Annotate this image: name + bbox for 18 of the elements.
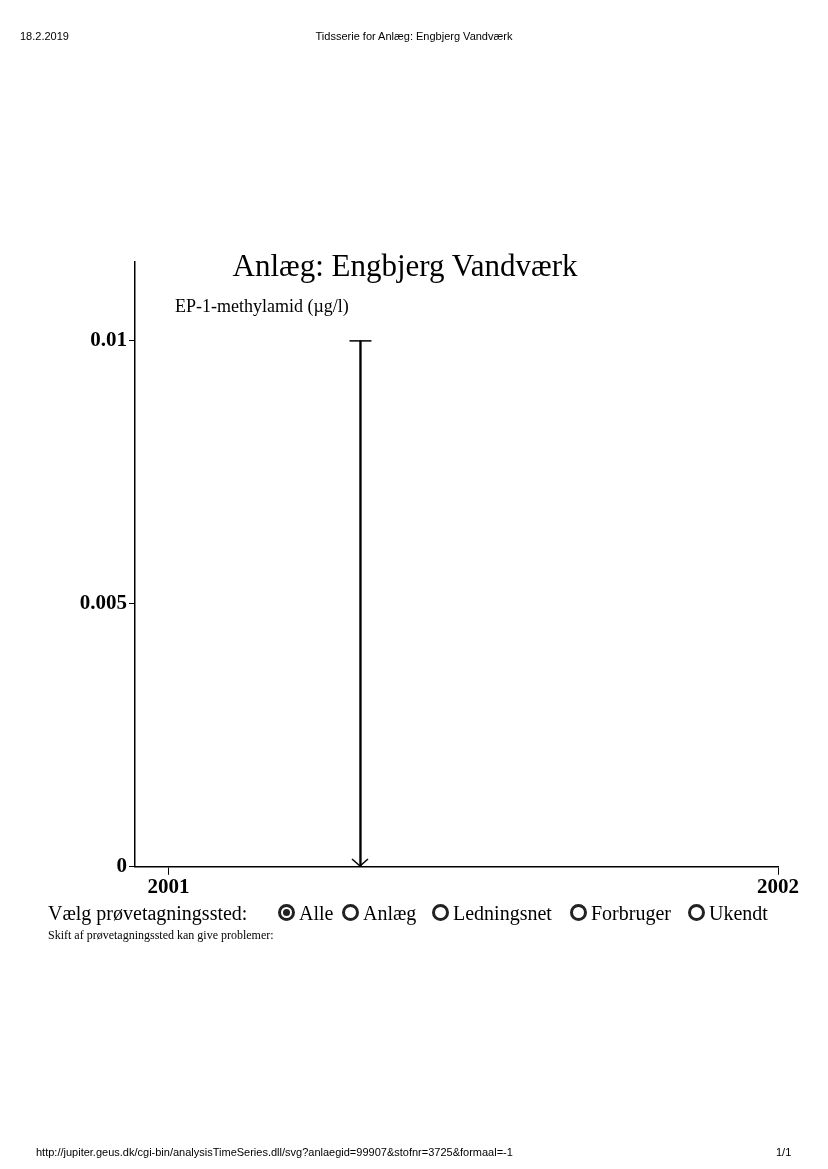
text: 18.2.2019 [20,30,69,42]
text: Anlæg [362,902,417,925]
y-axis-title: EP-1-methylamid (µg/l) [175,296,349,317]
x-tick-label: 2002 [757,873,799,898]
text: Skift af prøvetagningssted kan give problemer: [48,928,274,943]
y-tick-label: 0.01 [90,327,127,352]
y-tick-label: 0.005 [79,590,127,615]
text: 1/1 [776,1146,792,1158]
y-tick-label: 0 [116,853,127,878]
text: Ukendt [708,902,768,925]
chart-title: Anlæg: Engbjerg Vandværk [232,248,578,284]
text: Alle [298,902,334,925]
text: Forbruger [590,902,671,925]
text: Tidsserie for Anlæg: Engbjerg Vandværk [315,30,513,42]
x-tick-label: 2001 [147,873,190,898]
text: Vælg prøvetagningssted: [48,902,248,925]
text: Ledningsnet [452,902,552,925]
text: http://jupiter.geus.dk/cgi-bin/analysisTimeSeries.dll/svg?anlaegid=99907&stofnr=3725&formaal=-1 [36,1146,513,1158]
